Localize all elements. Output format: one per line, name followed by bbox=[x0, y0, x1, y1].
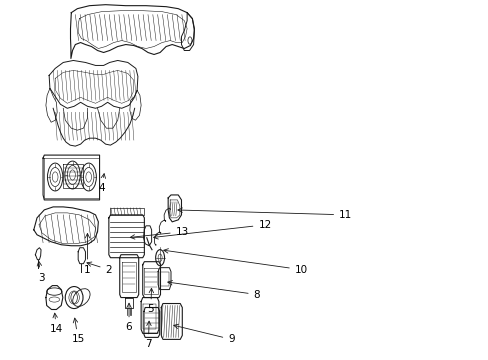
Text: 14: 14 bbox=[50, 313, 63, 334]
Text: 3: 3 bbox=[37, 261, 44, 283]
Text: 2: 2 bbox=[87, 262, 112, 275]
Text: 5: 5 bbox=[147, 288, 154, 315]
Text: 6: 6 bbox=[125, 303, 132, 332]
Text: 12: 12 bbox=[153, 220, 271, 239]
Text: 4: 4 bbox=[98, 174, 105, 193]
Text: 15: 15 bbox=[71, 318, 84, 345]
Text: 11: 11 bbox=[178, 208, 352, 220]
Text: 8: 8 bbox=[167, 280, 260, 300]
Text: 7: 7 bbox=[145, 321, 151, 349]
Text: 1: 1 bbox=[84, 234, 91, 275]
Text: 9: 9 bbox=[173, 324, 234, 345]
Text: 10: 10 bbox=[163, 249, 307, 275]
Text: 13: 13 bbox=[130, 227, 188, 239]
